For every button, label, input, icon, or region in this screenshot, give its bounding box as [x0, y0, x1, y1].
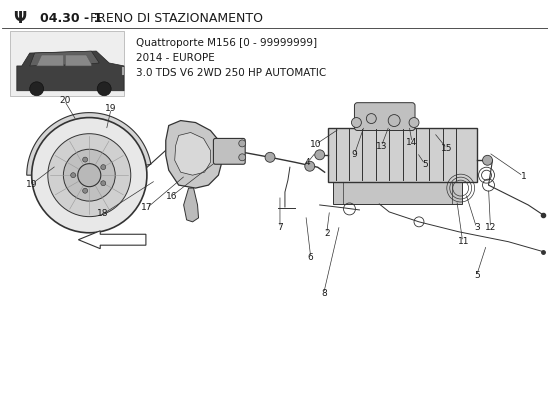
FancyBboxPatch shape	[354, 103, 415, 130]
FancyBboxPatch shape	[333, 182, 461, 204]
Circle shape	[71, 173, 76, 178]
Text: 3: 3	[474, 223, 480, 232]
Text: 15: 15	[441, 144, 453, 153]
Text: 2: 2	[324, 229, 329, 238]
Text: 9: 9	[351, 150, 357, 159]
Polygon shape	[166, 120, 222, 188]
Polygon shape	[27, 113, 151, 175]
Text: 20: 20	[59, 96, 70, 105]
Text: 5: 5	[422, 160, 428, 169]
Circle shape	[351, 118, 361, 128]
Text: Quattroporte M156 [0 - 99999999]: Quattroporte M156 [0 - 99999999]	[136, 38, 317, 48]
Text: 3.0 TDS V6 2WD 250 HP AUTOMATIC: 3.0 TDS V6 2WD 250 HP AUTOMATIC	[136, 68, 326, 78]
Text: 12: 12	[485, 223, 497, 232]
Text: 17: 17	[141, 204, 152, 212]
Circle shape	[305, 161, 315, 171]
Circle shape	[48, 134, 131, 217]
Text: 4: 4	[305, 158, 311, 167]
Text: 1: 1	[521, 172, 526, 181]
Circle shape	[32, 118, 147, 233]
Text: 19: 19	[26, 180, 38, 189]
Circle shape	[409, 118, 419, 128]
Polygon shape	[175, 132, 211, 175]
Text: FRENO DI STAZIONAMENTO: FRENO DI STAZIONAMENTO	[86, 12, 263, 25]
Text: 16: 16	[166, 192, 177, 200]
Text: 5: 5	[474, 271, 480, 280]
Bar	[10, 31, 124, 96]
Circle shape	[239, 140, 246, 147]
Circle shape	[101, 165, 106, 170]
Circle shape	[82, 188, 87, 193]
Polygon shape	[37, 55, 63, 66]
Circle shape	[482, 155, 492, 165]
FancyBboxPatch shape	[213, 138, 245, 164]
Text: 7: 7	[278, 223, 283, 232]
Circle shape	[30, 82, 43, 96]
Polygon shape	[65, 55, 91, 66]
Polygon shape	[30, 51, 99, 66]
Circle shape	[315, 150, 324, 160]
Text: 10: 10	[310, 140, 322, 149]
Text: 2014 - EUROPE: 2014 - EUROPE	[136, 53, 214, 63]
Circle shape	[63, 149, 115, 201]
Circle shape	[82, 157, 87, 162]
Text: 04.30 - 1: 04.30 - 1	[40, 12, 102, 25]
Text: 8: 8	[321, 289, 327, 298]
Text: 19: 19	[106, 104, 117, 113]
Text: 6: 6	[307, 253, 314, 262]
Circle shape	[101, 181, 106, 186]
Circle shape	[239, 154, 246, 161]
Circle shape	[97, 82, 111, 96]
Text: Ψ: Ψ	[13, 11, 26, 26]
Text: 18: 18	[97, 210, 109, 218]
Circle shape	[265, 152, 275, 162]
Text: 11: 11	[458, 237, 469, 246]
Polygon shape	[184, 188, 199, 222]
Circle shape	[366, 114, 376, 124]
Polygon shape	[17, 51, 124, 91]
Circle shape	[78, 164, 101, 187]
Circle shape	[388, 114, 400, 126]
FancyBboxPatch shape	[328, 128, 477, 182]
Text: 13: 13	[376, 142, 387, 151]
Text: 14: 14	[406, 138, 417, 147]
FancyArrow shape	[79, 231, 146, 249]
